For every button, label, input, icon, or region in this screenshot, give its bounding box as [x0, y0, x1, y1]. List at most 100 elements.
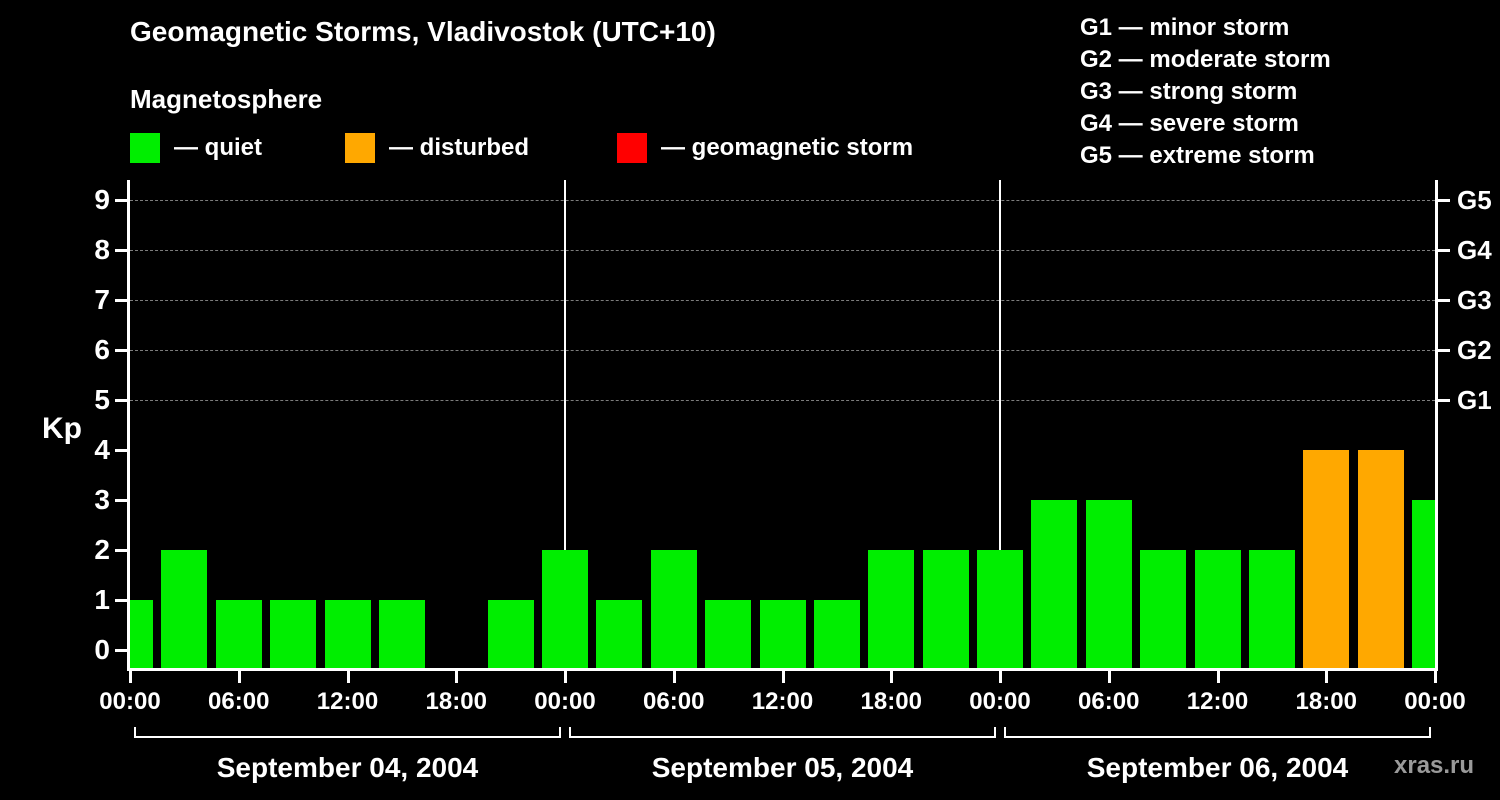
- storm-scale-legend: G1 — minor storm G2 — moderate storm G3 …: [1080, 12, 1331, 172]
- y-tick-label: 7: [94, 284, 110, 315]
- kp-bar: [759, 600, 806, 668]
- y-axis-tick: [115, 249, 127, 252]
- kp-bar: [596, 600, 643, 668]
- storm-scale-g5: G5 — extreme storm: [1080, 142, 1315, 169]
- x-tick-label: 18:00: [425, 688, 487, 715]
- x-axis-tick: [1434, 671, 1437, 683]
- y-tick-label: 9: [94, 184, 110, 215]
- x-axis-tick: [346, 671, 350, 683]
- kp-bar: [542, 550, 588, 668]
- y-axis-tick: [115, 199, 127, 202]
- y-tick-label: 8: [94, 234, 110, 265]
- x-axis-tick: [999, 671, 1002, 683]
- x-axis-tick: [455, 671, 459, 683]
- kp-bar: [977, 550, 1023, 668]
- kp-bar: [378, 600, 425, 668]
- day-boundary-line: [564, 180, 566, 668]
- x-axis-tick: [1216, 671, 1220, 683]
- date-bracket-line: [569, 736, 996, 738]
- x-tick-label: 12:00: [751, 688, 814, 715]
- y-axis-tick: [115, 549, 127, 552]
- kp-bar: [1194, 550, 1241, 668]
- y-tick-label: 6: [94, 334, 110, 365]
- date-label: September 06, 2004: [1086, 752, 1349, 783]
- date-bracket-cap: [559, 727, 561, 738]
- gridline-G5: [130, 200, 1435, 201]
- g-level-tick: [1438, 299, 1450, 302]
- disturbed-color-swatch: [345, 133, 375, 163]
- storm-color-swatch: [617, 133, 647, 163]
- date-bracket-cap: [1429, 727, 1431, 738]
- y-tick-label: 2: [94, 534, 110, 565]
- x-tick-label: 12:00: [316, 688, 379, 715]
- date-bracket-cap: [1004, 727, 1006, 738]
- y-axis-tick: [115, 299, 127, 302]
- y-axis-tick: [115, 399, 127, 402]
- gridline-G2: [130, 350, 1435, 351]
- x-axis-tick: [129, 671, 132, 683]
- y-axis-tick: [115, 449, 127, 452]
- right-axis-line: [1435, 180, 1438, 671]
- y-axis-line: [127, 180, 130, 671]
- g-level-label-G3: G3: [1457, 285, 1492, 315]
- y-axis-tick: [115, 649, 127, 652]
- date-bracket-cap: [994, 727, 996, 738]
- g-level-tick: [1438, 399, 1450, 402]
- gridline-G1: [130, 400, 1435, 401]
- x-tick-label: 00:00: [969, 688, 1031, 715]
- x-axis-tick: [1107, 671, 1111, 683]
- kp-bar: [1031, 500, 1078, 668]
- y-axis-tick: [115, 349, 127, 352]
- kp-bar: [922, 550, 969, 668]
- g-level-label-G5: G5: [1457, 185, 1492, 215]
- storm-scale-g4: G4 — severe storm: [1080, 110, 1299, 137]
- date-bracket-line: [1004, 736, 1431, 738]
- x-axis-tick: [890, 671, 894, 683]
- date-bracket-line: [134, 736, 561, 738]
- kp-bar: [270, 600, 317, 668]
- x-tick-label: 12:00: [1186, 688, 1249, 715]
- date-bracket-cap: [569, 727, 571, 738]
- x-axis-tick: [672, 671, 676, 683]
- disturbed-legend-label: — disturbed: [389, 134, 530, 161]
- magnetosphere-section-label: Magnetosphere: [130, 84, 323, 114]
- date-label: September 05, 2004: [651, 752, 914, 783]
- x-tick-label: 18:00: [1295, 688, 1357, 715]
- kp-bar: [487, 600, 534, 668]
- kp-bar: [1303, 450, 1350, 668]
- day-boundary-line: [999, 180, 1001, 668]
- storm-scale-g3: G3 — strong storm: [1080, 78, 1298, 105]
- kp-bar: [650, 550, 697, 668]
- x-tick-label: 00:00: [99, 688, 161, 715]
- g-level-tick: [1438, 349, 1450, 352]
- x-tick-label: 06:00: [208, 688, 270, 715]
- watermark: xras.ru: [1394, 752, 1475, 779]
- gridline-G4: [130, 250, 1435, 251]
- x-tick-label: 06:00: [1078, 688, 1140, 715]
- y-tick-label: 0: [94, 634, 110, 665]
- x-axis-line: [127, 668, 1438, 671]
- x-axis-tick: [781, 671, 785, 683]
- legend-item-storm: — geomagnetic storm: [617, 132, 913, 164]
- storm-scale-g1: G1 — minor storm: [1080, 14, 1290, 41]
- kp-bar: [705, 600, 752, 668]
- kp-bar: [813, 600, 860, 668]
- kp-bar: [1357, 450, 1404, 668]
- kp-axis-label: Kp: [42, 412, 82, 445]
- legend-item-disturbed: — disturbed: [345, 132, 529, 164]
- kp-bar: [215, 600, 262, 668]
- legend-item-quiet: — quiet: [130, 132, 262, 164]
- x-axis-tick: [1325, 671, 1329, 683]
- kp-bar: [868, 550, 915, 668]
- g-level-label-G2: G2: [1457, 335, 1492, 365]
- x-axis-tick: [237, 671, 241, 683]
- y-tick-label: 4: [94, 434, 110, 465]
- kp-bar: [1085, 500, 1132, 668]
- y-tick-label: 3: [94, 484, 110, 515]
- g-level-tick: [1438, 249, 1450, 252]
- quiet-color-swatch: [130, 133, 160, 163]
- quiet-legend-label: — quiet: [174, 134, 262, 161]
- y-axis-tick: [115, 499, 127, 502]
